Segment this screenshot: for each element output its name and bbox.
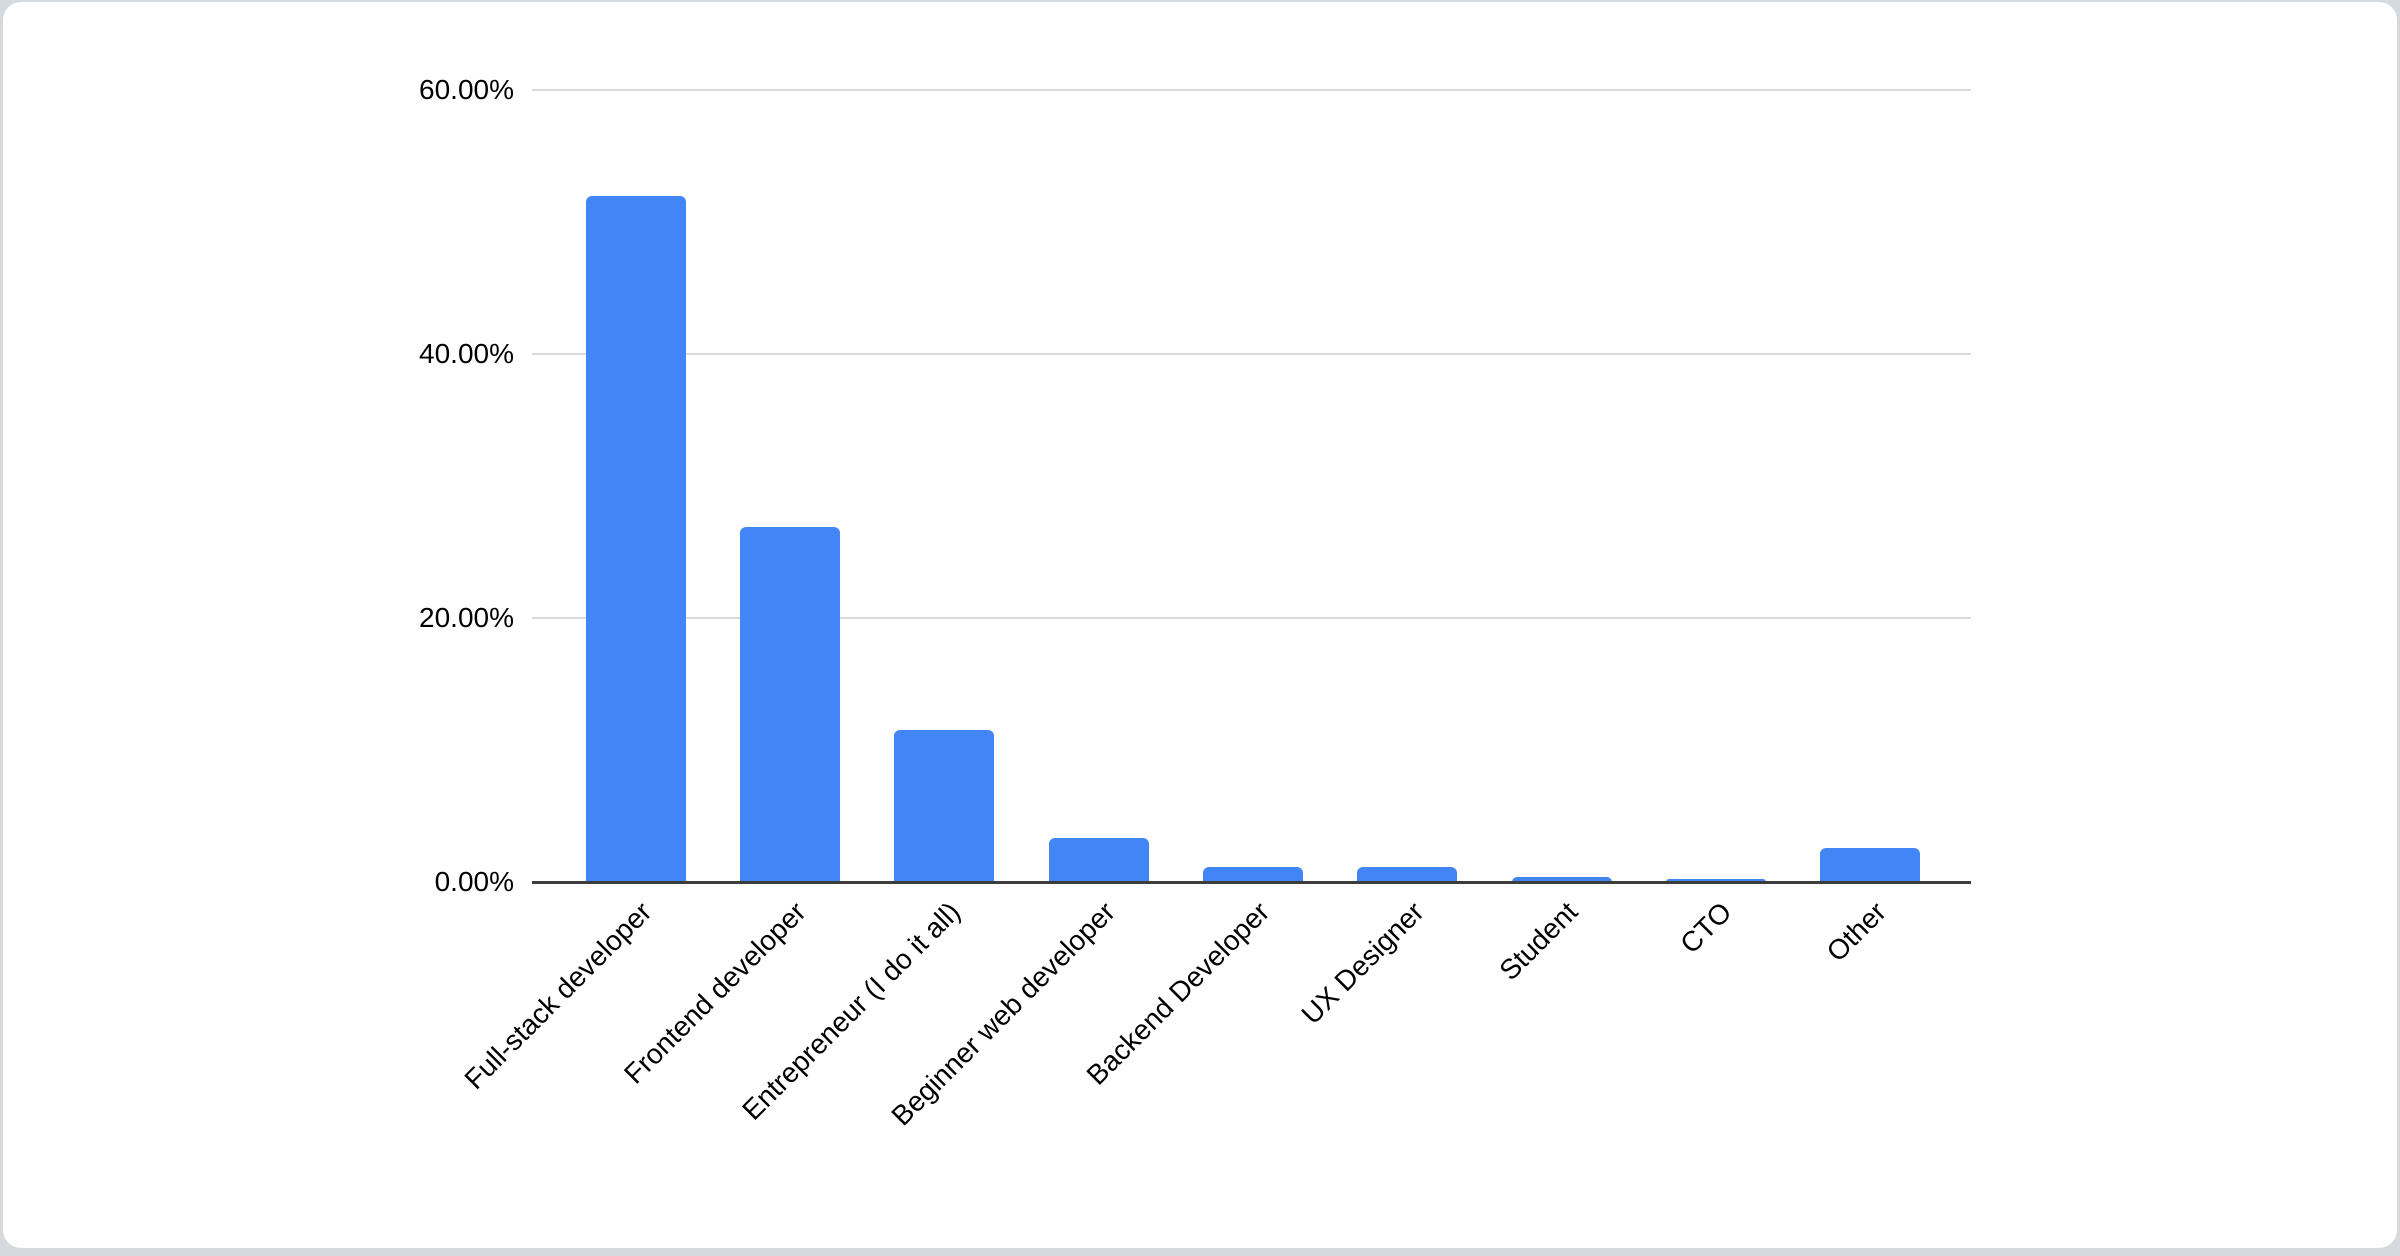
- chart-card: [3, 2, 2397, 1248]
- bar-full-stack-developer[interactable]: [585, 195, 686, 882]
- x-tick-label-cto: CTO: [1674, 896, 1738, 960]
- gridline-20pct: [532, 617, 1971, 619]
- bar-backend-developer[interactable]: [1203, 867, 1304, 882]
- gridline-40pct: [532, 353, 1971, 355]
- y-tick-label-60pct: 60.00%: [419, 74, 514, 105]
- gridline-60pct: [532, 89, 1971, 91]
- x-tick-label-ux-designer: UX Designer: [1295, 896, 1430, 1031]
- x-tick-label-other: Other: [1820, 896, 1893, 968]
- x-axis-line: [532, 881, 1971, 884]
- bar-cto[interactable]: [1666, 878, 1766, 882]
- bar-beginner-web-developer[interactable]: [1048, 838, 1149, 882]
- y-tick-label-40pct: 40.00%: [419, 338, 514, 369]
- bar-frontend-developer[interactable]: [740, 526, 841, 882]
- bar-entrepreneur-i-do-it-all[interactable]: [894, 730, 995, 882]
- bar-other[interactable]: [1820, 847, 1921, 882]
- y-tick-label-0pct: 0.00%: [434, 866, 514, 897]
- bar-student[interactable]: [1511, 876, 1612, 882]
- y-tick-label-20pct: 20.00%: [419, 602, 514, 633]
- bar-ux-designer[interactable]: [1357, 867, 1458, 882]
- x-tick-label-student: Student: [1493, 896, 1584, 987]
